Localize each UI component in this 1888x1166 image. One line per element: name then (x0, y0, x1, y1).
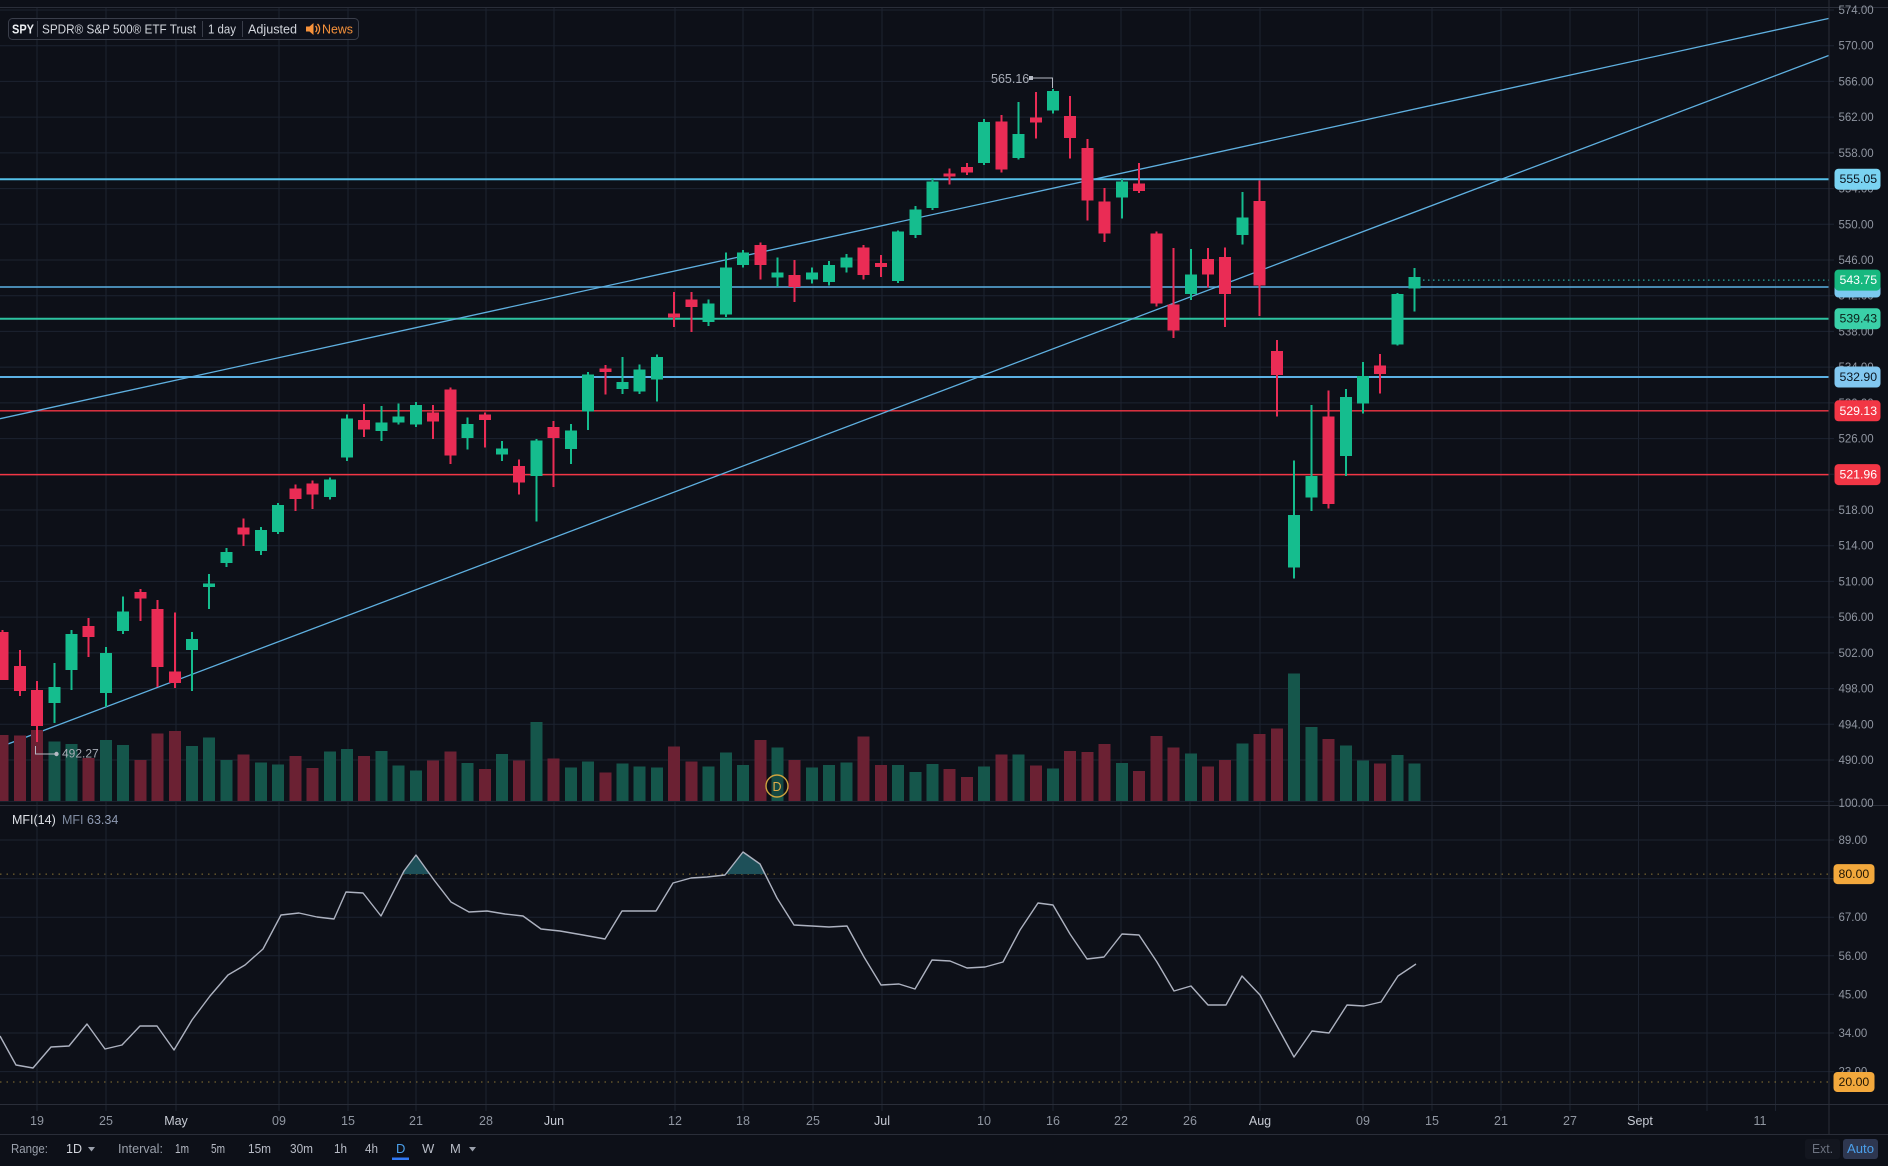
svg-text:Jun: Jun (544, 1114, 564, 1128)
svg-text:1 day: 1 day (208, 22, 236, 37)
svg-text:15: 15 (341, 1114, 355, 1128)
svg-text:22: 22 (1114, 1114, 1128, 1128)
svg-text:498.00: 498.00 (1839, 684, 1874, 696)
svg-text:News: News (322, 22, 353, 37)
svg-text:15m: 15m (248, 1141, 271, 1156)
svg-text:34.00: 34.00 (1839, 1028, 1868, 1040)
svg-text:4h: 4h (365, 1141, 378, 1156)
svg-text:Range:: Range: (11, 1141, 48, 1156)
svg-text:5m: 5m (211, 1141, 225, 1156)
svg-text:May: May (164, 1114, 188, 1128)
svg-text:Ext.: Ext. (1812, 1141, 1833, 1156)
svg-text:Adjusted: Adjusted (248, 22, 297, 37)
svg-text:09: 09 (1356, 1114, 1370, 1128)
svg-text:25: 25 (99, 1114, 113, 1128)
svg-text:21: 21 (409, 1114, 423, 1128)
svg-text:16: 16 (1046, 1114, 1060, 1128)
svg-text:539.43: 539.43 (1840, 312, 1878, 326)
svg-text:26: 26 (1183, 1114, 1197, 1128)
svg-text:Sept: Sept (1627, 1114, 1653, 1128)
svg-text:100.00: 100.00 (1839, 798, 1874, 810)
svg-text:Interval:: Interval: (118, 1141, 163, 1156)
svg-text:D: D (396, 1141, 405, 1156)
svg-text:514.00: 514.00 (1839, 541, 1874, 553)
svg-text:20.00: 20.00 (1839, 1075, 1870, 1089)
svg-text:SPY: SPY (12, 22, 34, 37)
svg-text:529.13: 529.13 (1840, 404, 1878, 418)
svg-text:11: 11 (1754, 1114, 1767, 1128)
svg-text:518.00: 518.00 (1839, 505, 1874, 517)
svg-text:D: D (772, 780, 781, 794)
svg-text:562.00: 562.00 (1839, 112, 1874, 124)
svg-text:555.05: 555.05 (1840, 172, 1878, 186)
svg-text:56.00: 56.00 (1839, 951, 1868, 963)
svg-text:532.90: 532.90 (1840, 370, 1878, 384)
svg-text:526.00: 526.00 (1839, 434, 1874, 446)
svg-text:M: M (450, 1141, 461, 1156)
svg-text:10: 10 (977, 1114, 991, 1128)
svg-text:21: 21 (1494, 1114, 1508, 1128)
svg-text:1m: 1m (175, 1141, 189, 1156)
svg-text:492.27: 492.27 (62, 747, 99, 761)
svg-text:566.00: 566.00 (1839, 76, 1874, 88)
svg-text:521.96: 521.96 (1840, 468, 1878, 482)
svg-text:Jul: Jul (874, 1114, 890, 1128)
svg-text:67.00: 67.00 (1839, 912, 1868, 924)
svg-text:502.00: 502.00 (1839, 648, 1874, 660)
svg-text:494.00: 494.00 (1839, 719, 1874, 731)
svg-text:510.00: 510.00 (1839, 576, 1874, 588)
svg-text:18: 18 (736, 1114, 750, 1128)
svg-text:1D: 1D (66, 1141, 82, 1156)
svg-text:25: 25 (806, 1114, 820, 1128)
svg-text:543.75: 543.75 (1840, 273, 1878, 287)
svg-text:19: 19 (30, 1114, 44, 1128)
svg-text:27: 27 (1563, 1114, 1577, 1128)
svg-text:89.00: 89.00 (1839, 835, 1868, 847)
svg-text:550.00: 550.00 (1839, 219, 1874, 231)
svg-text:Aug: Aug (1249, 1114, 1271, 1128)
svg-text:546.00: 546.00 (1839, 255, 1874, 267)
svg-text:574.00: 574.00 (1839, 5, 1874, 17)
svg-text:558.00: 558.00 (1839, 148, 1874, 160)
svg-text:45.00: 45.00 (1839, 989, 1868, 1001)
svg-text:Auto: Auto (1847, 1141, 1874, 1156)
svg-text:W: W (422, 1141, 435, 1156)
svg-text:30m: 30m (290, 1141, 313, 1156)
svg-text:MFI 63.34: MFI 63.34 (62, 813, 118, 827)
svg-text:12: 12 (668, 1114, 682, 1128)
svg-text:MFI(14): MFI(14) (12, 813, 56, 827)
svg-text:490.00: 490.00 (1839, 755, 1874, 767)
svg-text:1h: 1h (334, 1141, 347, 1156)
svg-text:565.16: 565.16 (991, 72, 1029, 86)
svg-text:570.00: 570.00 (1839, 41, 1874, 53)
svg-text:28: 28 (479, 1114, 493, 1128)
svg-text:SPDR® S&P 500® ETF Trust: SPDR® S&P 500® ETF Trust (42, 22, 196, 37)
svg-text:506.00: 506.00 (1839, 612, 1874, 624)
svg-text:538.00: 538.00 (1839, 326, 1874, 338)
svg-text:09: 09 (272, 1114, 286, 1128)
svg-text:80.00: 80.00 (1839, 867, 1870, 881)
svg-text:15: 15 (1425, 1114, 1439, 1128)
